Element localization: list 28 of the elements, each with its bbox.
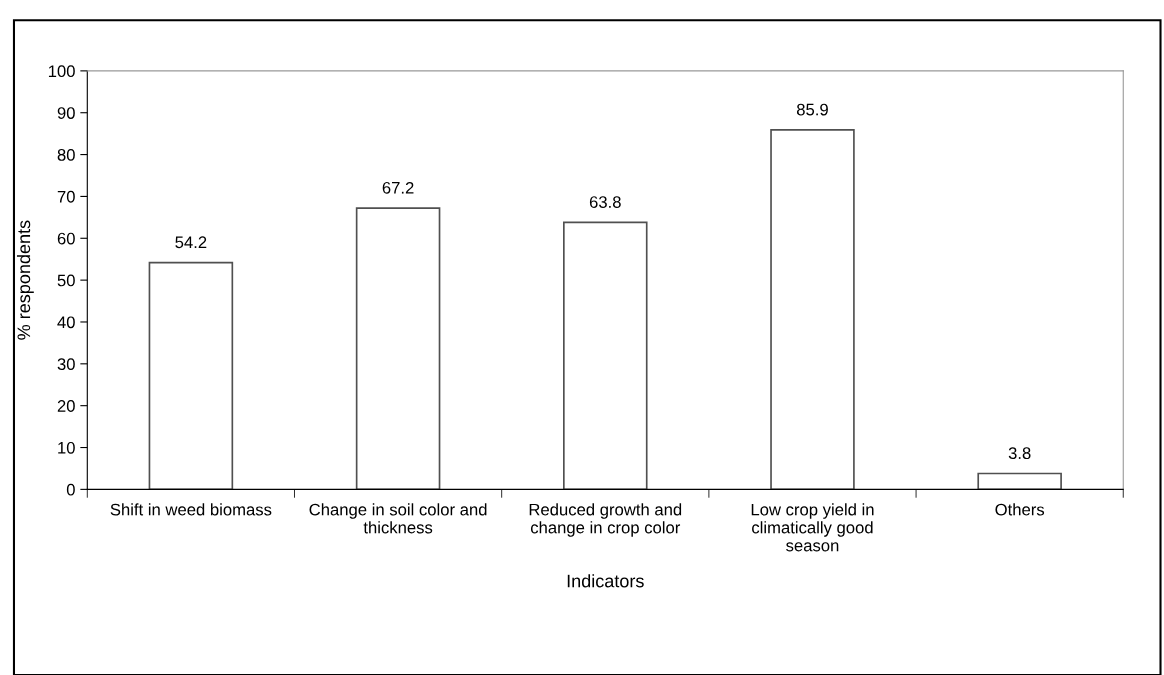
y-tick-label: 0 [66, 483, 75, 496]
y-tick-label: 10 [58, 441, 75, 454]
data-label: 85.9 [796, 103, 828, 116]
bar [148, 261, 234, 490]
x-tick-label: Low crop yield in climatically good season [751, 503, 874, 552]
x-tick-label: Reduced growth and change in crop color [529, 503, 682, 537]
y-tick-label: 60 [57, 232, 75, 245]
x-tick-label: Shift in weed biomass [110, 503, 272, 516]
y-tick-label: 100 [48, 65, 75, 78]
data-label: 3.8 [1008, 447, 1031, 460]
x-axis-title: Indicators [567, 574, 644, 588]
data-label: 54.2 [175, 236, 207, 249]
x-tick-label: Change in soil color and thickness [309, 503, 487, 534]
y-tick-label: 90 [57, 107, 75, 119]
y-tick-label: 20 [57, 400, 75, 412]
bar [563, 221, 648, 490]
y-tick-label: 50 [57, 274, 75, 287]
y-tick-label: 80 [57, 148, 75, 161]
bar [355, 207, 441, 490]
y-tick-label: 70 [57, 190, 75, 203]
x-tick-label: Others [995, 503, 1045, 516]
y-tick-label: 40 [57, 316, 75, 329]
data-label: 63.8 [589, 196, 621, 208]
data-label: 67.2 [382, 181, 414, 194]
y-axis-title: % respondents [16, 220, 34, 340]
bar [770, 129, 855, 490]
bar [977, 472, 1062, 490]
y-tick-label: 30 [57, 358, 75, 371]
